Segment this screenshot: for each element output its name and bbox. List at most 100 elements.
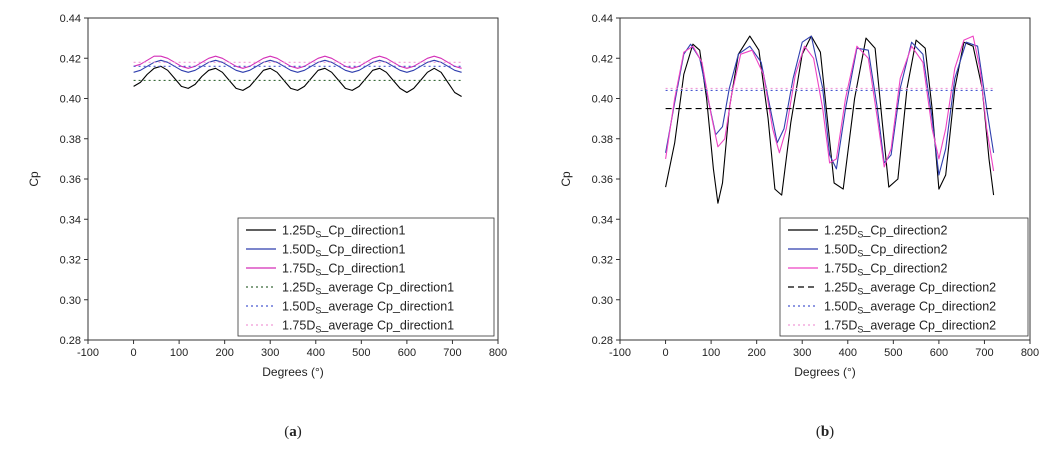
x-tick-label: 700	[975, 347, 993, 359]
panel-label: (b)	[816, 424, 834, 440]
legend-entry-prefix: 1.25D	[282, 224, 315, 238]
series-line-1	[133, 65, 462, 97]
y-tick-label: 0.40	[592, 94, 613, 106]
y-tick-label: 0.32	[592, 255, 613, 267]
legend-entry-suffix: _Cp_direction2	[862, 224, 947, 238]
series-line-3	[133, 55, 462, 69]
x-tick-label: 400	[839, 347, 857, 359]
series-line-3	[665, 35, 995, 172]
series-group	[133, 55, 462, 97]
chart-panel-b: -100 0 100 200 300 400 500 600 700 800 0.28 0.30 0.3…	[559, 13, 1039, 440]
legend: 1.25DS_Cp_direction21.50DS_Cp_direction2…	[779, 217, 1029, 337]
legend-box	[237, 217, 495, 337]
x-tick-label: 100	[170, 347, 188, 359]
series-line-1	[665, 35, 995, 204]
x-axis-label: Degrees (°)	[262, 365, 323, 379]
legend-entry-subscript: S	[315, 249, 321, 259]
x-tick-label: -100	[609, 347, 631, 359]
y-tick-label: 0.30	[592, 295, 613, 307]
x-tick-label: 500	[352, 347, 370, 359]
x-tick-label: 300	[261, 347, 279, 359]
x-tick-label: 600	[930, 347, 948, 359]
legend-entry-subscript: S	[857, 249, 863, 259]
legend-entry-suffix: _average Cp_direction1	[320, 300, 454, 314]
legend-entry-6: 1.75DS_average Cp_direction1	[282, 319, 454, 335]
legend-entry-prefix: 1.50D	[824, 300, 857, 314]
panel-label-close: )	[829, 424, 834, 440]
x-axis-label: Degrees (°)	[794, 365, 855, 379]
y-tick-label: 0.42	[60, 53, 81, 65]
y-tick-label: 0.38	[592, 134, 613, 146]
y-axis-label: Cp	[559, 171, 573, 187]
chart-panel-a: -100 0 100 200 300 400 500 600 700 800 0.28 0.30 0.3…	[27, 13, 507, 440]
series-line-2	[133, 59, 462, 73]
x-tick-label: 100	[702, 347, 720, 359]
legend-entry-subscript: S	[315, 230, 321, 240]
legend-entry-prefix: 1.75D	[824, 262, 857, 276]
panel-label-close: )	[297, 424, 302, 440]
legend-entry-4: 1.25DS_average Cp_direction2	[824, 281, 996, 297]
legend-entry-suffix: _Cp_direction2	[862, 243, 947, 257]
x-tick-label: -100	[77, 347, 99, 359]
x-tick-label: 800	[1021, 347, 1039, 359]
legend-entry-prefix: 1.75D	[282, 262, 315, 276]
panel-label-open: (	[816, 424, 821, 440]
legend-entry-prefix: 1.75D	[282, 319, 315, 333]
legend-entry-4: 1.25DS_average Cp_direction1	[282, 281, 454, 297]
y-tick-label: 0.40	[60, 94, 81, 106]
x-tick-label: 400	[307, 347, 325, 359]
legend-entry-subscript: S	[857, 230, 863, 240]
legend-entry-suffix: _Cp_direction2	[862, 262, 947, 276]
x-tick-label: 0	[130, 347, 136, 359]
legend-entry-prefix: 1.50D	[824, 243, 857, 257]
panel-label-letter: a	[289, 424, 297, 440]
legend-entry-subscript: S	[315, 268, 321, 278]
legend-entry-5: 1.50DS_average Cp_direction2	[824, 300, 996, 316]
legend-entry-subscript: S	[315, 325, 321, 335]
legend-entry-subscript: S	[857, 325, 863, 335]
y-tick-label: 0.44	[60, 13, 81, 25]
legend-entry-2: 1.50DS_Cp_direction1	[282, 243, 406, 259]
series-group	[665, 35, 995, 204]
panel-label: (a)	[284, 424, 302, 440]
x-tick-label: 0	[662, 347, 668, 359]
legend-entry-subscript: S	[857, 287, 863, 297]
x-tick-label: 200	[747, 347, 765, 359]
legend-entry-2: 1.50DS_Cp_direction2	[824, 243, 948, 259]
legend-entry-subscript: S	[857, 268, 863, 278]
panel-label-open: (	[284, 424, 289, 440]
legend-entry-prefix: 1.75D	[824, 319, 857, 333]
legend-entry-prefix: 1.25D	[824, 281, 857, 295]
y-tick-label: 0.30	[60, 295, 81, 307]
y-tick-label: 0.34	[60, 214, 81, 226]
y-tick-label: 0.32	[60, 255, 81, 267]
y-tick-label: 0.36	[60, 174, 81, 186]
legend-entry-suffix: _Cp_direction1	[320, 262, 405, 276]
y-tick-label: 0.28	[592, 335, 613, 347]
y-tick-label: 0.38	[60, 134, 81, 146]
legend-entry-prefix: 1.50D	[282, 300, 315, 314]
legend-entry-prefix: 1.50D	[282, 243, 315, 257]
y-tick-label: 0.44	[592, 13, 613, 25]
x-tick-label: 200	[215, 347, 233, 359]
x-tick-label: 300	[793, 347, 811, 359]
legend-entry-suffix: _average Cp_direction2	[862, 281, 996, 295]
panel-label-letter: b	[821, 424, 829, 440]
legend-entry-subscript: S	[857, 306, 863, 316]
legend-entry-suffix: _average Cp_direction2	[862, 300, 996, 314]
y-tick-label: 0.36	[592, 174, 613, 186]
legend-entry-5: 1.50DS_average Cp_direction1	[282, 300, 454, 316]
legend-entry-subscript: S	[315, 306, 321, 316]
legend-entry-prefix: 1.25D	[282, 281, 315, 295]
legend-entry-prefix: 1.25D	[824, 224, 857, 238]
y-tick-label: 0.28	[60, 335, 81, 347]
legend-entry-subscript: S	[315, 287, 321, 297]
legend-entry-6: 1.75DS_average Cp_direction2	[824, 319, 996, 335]
y-tick-label: 0.34	[592, 214, 613, 226]
legend-entry-suffix: _Cp_direction1	[320, 224, 405, 238]
legend: 1.25DS_Cp_direction11.50DS_Cp_direction1…	[237, 217, 495, 337]
legend-entry-suffix: _Cp_direction1	[320, 243, 405, 257]
y-axis-label: Cp	[27, 171, 41, 187]
x-tick-label: 800	[489, 347, 507, 359]
